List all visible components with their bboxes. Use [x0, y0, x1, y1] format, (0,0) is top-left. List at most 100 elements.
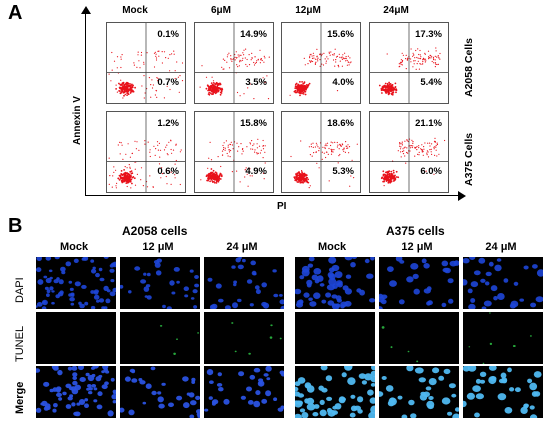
- event-dot: [149, 155, 151, 158]
- event-dot: [300, 140, 302, 142]
- event-dot: [173, 50, 175, 52]
- upper-right-percentage: 0.1%: [157, 29, 179, 40]
- event-dot: [155, 53, 157, 55]
- event-dot: [120, 91, 123, 94]
- flow-plot: 15.6% 4.0%: [281, 22, 361, 104]
- event-dot: [388, 92, 391, 95]
- event-dot: [388, 87, 391, 90]
- cell-nucleus: [523, 403, 529, 409]
- cell-nucleus: [428, 378, 437, 386]
- event-dot: [211, 76, 213, 78]
- event-dot: [341, 58, 343, 61]
- upper-right-percentage: 18.6%: [327, 118, 354, 129]
- event-dot: [336, 141, 338, 144]
- cell-nucleus: [370, 405, 375, 414]
- event-dot: [297, 171, 300, 174]
- cell-nucleus: [62, 391, 67, 396]
- cell-nucleus: [447, 278, 454, 284]
- event-dot: [407, 140, 409, 143]
- event-dot: [427, 156, 430, 158]
- flow-plot: 18.6% 5.3%: [281, 111, 361, 193]
- event-dot: [264, 162, 266, 164]
- cell-nucleus: [93, 387, 98, 391]
- event-dot: [108, 157, 110, 159]
- event-dot: [120, 79, 122, 81]
- cell-nucleus: [531, 391, 538, 397]
- event-dot: [180, 149, 182, 151]
- cell-nucleus: [79, 303, 85, 309]
- cell-nucleus: [79, 377, 86, 382]
- event-dot: [136, 141, 138, 143]
- event-dot: [411, 139, 413, 141]
- event-dot: [323, 152, 325, 154]
- cell-nucleus: [45, 277, 52, 284]
- event-dot: [156, 96, 158, 98]
- event-dot: [316, 162, 318, 164]
- event-dot: [124, 83, 127, 85]
- cell-nucleus: [234, 350, 237, 353]
- flow-plot-scatter: [370, 23, 448, 103]
- event-dot: [240, 143, 242, 145]
- event-dot: [309, 154, 311, 156]
- cell-nucleus: [246, 279, 253, 284]
- event-dot: [430, 148, 432, 150]
- event-dot: [423, 59, 425, 61]
- event-dot: [215, 182, 218, 184]
- event-dot: [311, 57, 314, 60]
- event-dot: [113, 60, 116, 62]
- event-dot: [305, 175, 307, 177]
- cell-nucleus: [204, 408, 209, 412]
- cell-nucleus: [101, 384, 108, 390]
- event-dot: [414, 60, 416, 62]
- event-dot: [406, 151, 408, 154]
- event-dot: [412, 145, 414, 147]
- cell-nucleus: [72, 376, 77, 380]
- event-dot: [226, 152, 228, 155]
- event-dot: [138, 149, 140, 151]
- event-dot: [356, 143, 358, 145]
- event-dot: [126, 85, 129, 88]
- cell-nucleus: [326, 284, 335, 291]
- cell-nucleus: [176, 395, 183, 401]
- cell-nucleus: [350, 394, 356, 399]
- cell-nucleus: [468, 346, 471, 348]
- event-dot: [313, 55, 315, 57]
- cell-nucleus: [254, 285, 260, 290]
- event-dot: [248, 54, 250, 56]
- event-dot: [252, 144, 254, 147]
- event-dot: [436, 143, 439, 146]
- cell-nuclei: [36, 257, 116, 309]
- event-dot: [143, 61, 145, 63]
- event-dot: [390, 178, 392, 181]
- event-dot: [238, 65, 240, 67]
- cell-nucleus: [416, 360, 419, 363]
- event-dot: [267, 98, 270, 100]
- event-dot: [401, 61, 403, 64]
- cell-nucleus: [159, 325, 163, 327]
- event-dot: [319, 65, 321, 67]
- event-dot: [222, 154, 224, 156]
- cell-nucleus: [49, 388, 54, 393]
- cell-nucleus: [42, 300, 46, 304]
- event-dot: [317, 146, 319, 148]
- event-dot: [174, 70, 176, 72]
- event-dot: [126, 87, 128, 90]
- cell-nucleus: [387, 266, 394, 272]
- event-dot: [409, 145, 411, 147]
- event-dot: [208, 172, 211, 175]
- event-dot: [424, 53, 426, 55]
- event-dot: [125, 182, 128, 184]
- event-dot: [304, 93, 307, 96]
- event-dot: [314, 146, 316, 148]
- event-dot: [173, 53, 175, 55]
- event-dot: [249, 142, 251, 144]
- event-dot: [134, 168, 136, 170]
- cell-nucleus: [331, 264, 340, 272]
- cell-nucleus: [481, 306, 487, 309]
- event-dot: [413, 54, 415, 56]
- cell-nucleus: [313, 292, 321, 299]
- cell-nucleus: [529, 335, 532, 337]
- event-dot: [301, 171, 303, 173]
- event-dot: [113, 171, 115, 173]
- cell-nucleus: [325, 292, 332, 298]
